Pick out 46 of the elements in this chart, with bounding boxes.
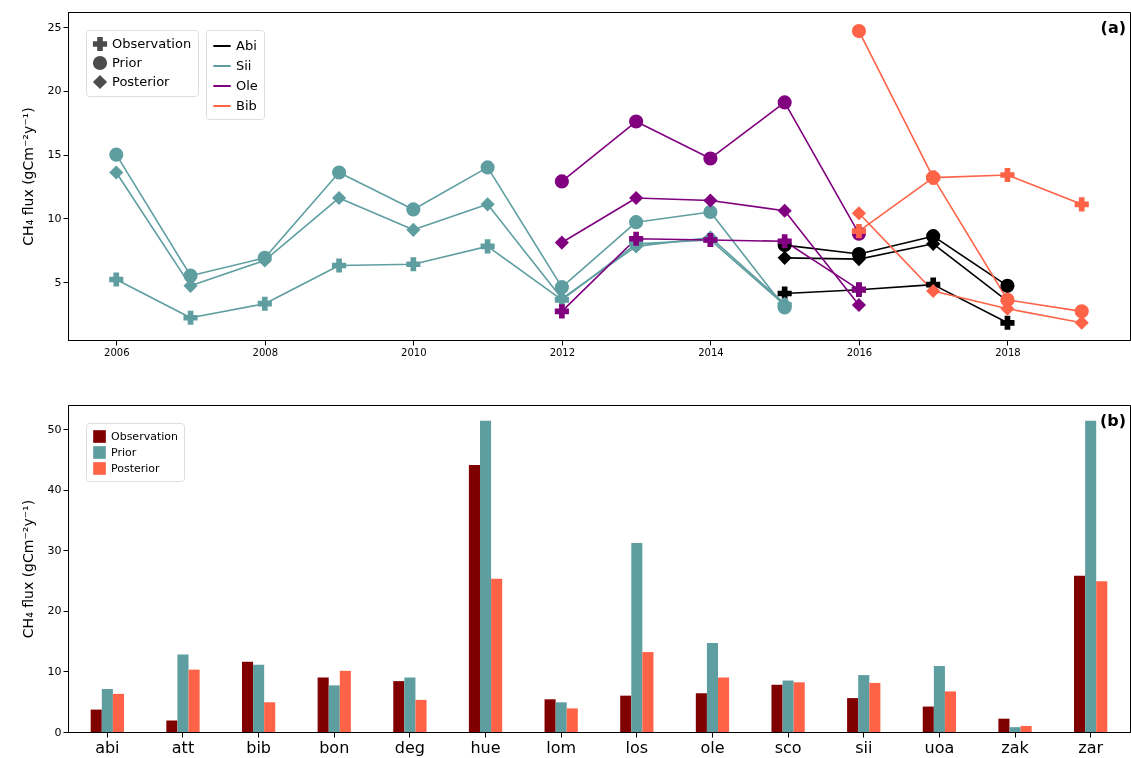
legend-label: Sii bbox=[236, 58, 252, 73]
x-tick-label: bon bbox=[319, 737, 350, 757]
legend-label: Prior bbox=[112, 55, 143, 70]
y-tick-label: 5 bbox=[54, 275, 62, 289]
legend-label: Bib bbox=[236, 98, 257, 113]
legend-label: Abi bbox=[236, 38, 257, 53]
x-tick-label: 2016 bbox=[846, 346, 873, 358]
x-tick-label: 2008 bbox=[252, 346, 279, 358]
x-tick-label: sco bbox=[774, 737, 802, 757]
y-tick-label: 10 bbox=[47, 211, 62, 225]
y-tick-label: 50 bbox=[47, 422, 62, 436]
y-tick-label: 10 bbox=[47, 664, 62, 678]
legend-label: Posterior bbox=[111, 461, 161, 475]
legend-label: Observation bbox=[112, 36, 192, 51]
x-tick-label: 2012 bbox=[549, 346, 576, 358]
x-tick-label: 2014 bbox=[698, 346, 724, 358]
legend-label: Prior bbox=[111, 445, 137, 459]
x-tick-label: lom bbox=[546, 737, 577, 757]
x-tick-label: uoa bbox=[924, 737, 955, 757]
y-axis-title: CH₄ flux (gCm⁻²y⁻¹) bbox=[19, 499, 36, 639]
x-tick-label: zar bbox=[1078, 737, 1104, 757]
x-tick-label: los bbox=[625, 737, 649, 757]
y-tick-label: 15 bbox=[47, 148, 62, 162]
x-tick-label: sii bbox=[855, 737, 873, 757]
y-tick-label: 0 bbox=[54, 725, 62, 739]
annotation: (a) bbox=[1100, 18, 1126, 37]
legend-label: Observation bbox=[111, 429, 179, 443]
y-tick-label: 30 bbox=[47, 543, 62, 557]
legend-label: Posterior bbox=[112, 74, 171, 89]
y-tick-label: 20 bbox=[47, 84, 62, 98]
x-tick-label: bib bbox=[246, 737, 271, 757]
x-tick-label: zak bbox=[1001, 737, 1030, 757]
y-tick-label: 40 bbox=[47, 483, 62, 497]
x-tick-label: ole bbox=[700, 737, 725, 757]
annotation: (b) bbox=[1099, 411, 1126, 430]
x-tick-label: abi bbox=[95, 737, 120, 757]
x-tick-label: deg bbox=[394, 737, 425, 757]
legend-label: Ole bbox=[236, 78, 258, 93]
x-tick-label: 2010 bbox=[401, 346, 427, 358]
x-tick-label: 2018 bbox=[995, 346, 1021, 358]
y-axis-title: CH₄ flux (gCm⁻²y⁻¹) bbox=[19, 107, 36, 246]
x-tick-label: att bbox=[171, 737, 195, 757]
y-tick-label: 25 bbox=[47, 20, 62, 34]
x-tick-label: hue bbox=[470, 737, 501, 757]
x-tick-label: 2006 bbox=[104, 346, 130, 358]
y-tick-label: 20 bbox=[47, 604, 62, 618]
